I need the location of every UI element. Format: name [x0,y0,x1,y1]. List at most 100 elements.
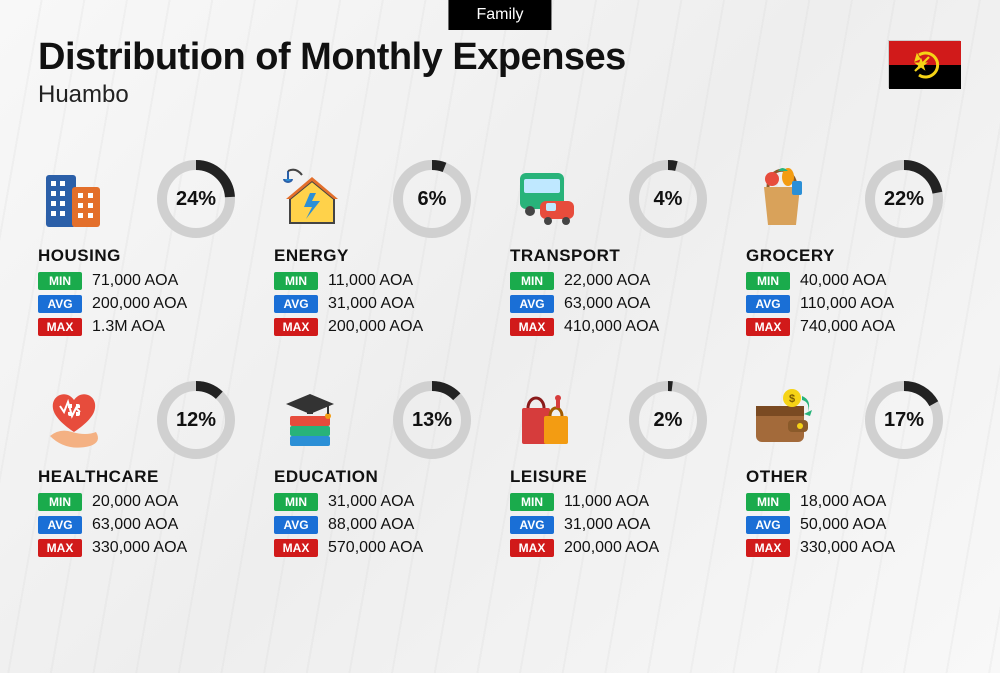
min-value: 71,000 AOA [92,272,178,290]
percent-donut: 6% [392,159,472,239]
max-badge: MAX [746,539,790,557]
percent-label: 6% [392,159,472,239]
country-flag-angola [888,40,960,88]
percent-donut: 4% [628,159,708,239]
avg-value: 31,000 AOA [328,295,414,313]
min-value: 40,000 AOA [800,272,886,290]
stat-avg: AVG 63,000 AOA [38,516,254,534]
avg-badge: AVG [510,295,554,313]
avg-value: 200,000 AOA [92,295,187,313]
stat-avg: AVG 31,000 AOA [510,516,726,534]
stat-min: MIN 71,000 AOA [38,272,254,290]
avg-badge: AVG [274,516,318,534]
max-value: 200,000 AOA [328,318,423,336]
category-card-grocery: 22% GROCERY MIN 40,000 AOA AVG 110,000 A… [746,160,962,341]
category-card-energy: 6% ENERGY MIN 11,000 AOA AVG 31,000 AOA … [274,160,490,341]
min-badge: MIN [510,493,554,511]
percent-label: 4% [628,159,708,239]
category-card-transport: 4% TRANSPORT MIN 22,000 AOA AVG 63,000 A… [510,160,726,341]
stat-avg: AVG 110,000 AOA [746,295,962,313]
category-card-education: 13% EDUCATION MIN 31,000 AOA AVG 88,000 … [274,381,490,562]
max-value: 740,000 AOA [800,318,895,336]
page-subtitle: Huambo [38,81,962,109]
bus-car-icon [510,163,582,235]
wallet-icon [746,384,818,456]
stat-min: MIN 11,000 AOA [274,272,490,290]
category-name: HOUSING [38,246,254,266]
avg-value: 31,000 AOA [564,516,650,534]
stat-min: MIN 18,000 AOA [746,493,962,511]
percent-label: 2% [628,380,708,460]
stat-min: MIN 31,000 AOA [274,493,490,511]
stat-max: MAX 740,000 AOA [746,318,962,336]
header: Distribution of Monthly Expenses Huambo [38,36,962,109]
category-name: EDUCATION [274,467,490,487]
max-value: 1.3M AOA [92,318,165,336]
grocery-bag-icon [746,163,818,235]
categories-grid: 24% HOUSING MIN 71,000 AOA AVG 200,000 A… [38,160,962,562]
stat-max: MAX 200,000 AOA [510,539,726,557]
category-card-housing: 24% HOUSING MIN 71,000 AOA AVG 200,000 A… [38,160,254,341]
stat-min: MIN 22,000 AOA [510,272,726,290]
stat-max: MAX 330,000 AOA [38,539,254,557]
min-value: 20,000 AOA [92,493,178,511]
min-badge: MIN [274,272,318,290]
category-tag: Family [448,0,551,30]
category-name: HEALTHCARE [38,467,254,487]
percent-donut: 24% [156,159,236,239]
min-value: 11,000 AOA [564,493,649,511]
max-badge: MAX [510,539,554,557]
buildings-icon [38,163,110,235]
max-value: 200,000 AOA [564,539,659,557]
avg-badge: AVG [38,516,82,534]
max-value: 570,000 AOA [328,539,423,557]
max-badge: MAX [274,318,318,336]
max-value: 410,000 AOA [564,318,659,336]
avg-badge: AVG [746,516,790,534]
page-title: Distribution of Monthly Expenses [38,36,962,79]
avg-value: 88,000 AOA [328,516,414,534]
percent-donut: 13% [392,380,472,460]
avg-badge: AVG [38,295,82,313]
category-card-other: 17% OTHER MIN 18,000 AOA AVG 50,000 AOA … [746,381,962,562]
min-badge: MIN [38,493,82,511]
stat-min: MIN 11,000 AOA [510,493,726,511]
stat-max: MAX 330,000 AOA [746,539,962,557]
stat-min: MIN 40,000 AOA [746,272,962,290]
min-badge: MIN [746,493,790,511]
avg-value: 63,000 AOA [92,516,178,534]
category-name: GROCERY [746,246,962,266]
max-badge: MAX [38,539,82,557]
percent-donut: 12% [156,380,236,460]
percent-label: 13% [392,380,472,460]
category-name: ENERGY [274,246,490,266]
min-value: 31,000 AOA [328,493,414,511]
stat-avg: AVG 31,000 AOA [274,295,490,313]
stat-max: MAX 200,000 AOA [274,318,490,336]
category-name: TRANSPORT [510,246,726,266]
stat-max: MAX 410,000 AOA [510,318,726,336]
stat-max: MAX 1.3M AOA [38,318,254,336]
stat-min: MIN 20,000 AOA [38,493,254,511]
min-badge: MIN [274,493,318,511]
min-value: 11,000 AOA [328,272,413,290]
stat-avg: AVG 88,000 AOA [274,516,490,534]
category-name: OTHER [746,467,962,487]
avg-value: 63,000 AOA [564,295,650,313]
category-card-healthcare: 12% HEALTHCARE MIN 20,000 AOA AVG 63,000… [38,381,254,562]
avg-value: 110,000 AOA [800,295,894,313]
min-value: 22,000 AOA [564,272,650,290]
percent-label: 12% [156,380,236,460]
percent-donut: 22% [864,159,944,239]
heart-hand-icon [38,384,110,456]
category-name: LEISURE [510,467,726,487]
percent-label: 24% [156,159,236,239]
percent-label: 17% [864,380,944,460]
min-badge: MIN [510,272,554,290]
stat-max: MAX 570,000 AOA [274,539,490,557]
books-cap-icon [274,384,346,456]
min-badge: MIN [746,272,790,290]
shopping-bags-icon [510,384,582,456]
avg-badge: AVG [510,516,554,534]
stat-avg: AVG 63,000 AOA [510,295,726,313]
